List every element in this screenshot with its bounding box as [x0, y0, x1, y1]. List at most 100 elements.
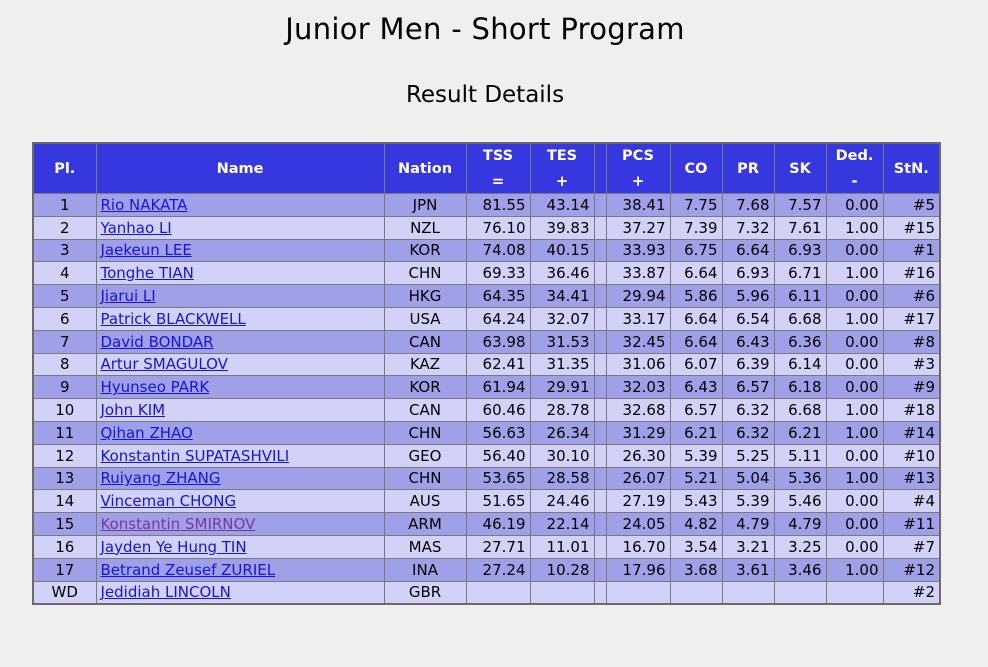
co-cell: 6.57: [669, 398, 723, 422]
pr-cell: 4.79: [721, 512, 775, 536]
skater-name-link[interactable]: Konstantin SMIRNOV: [100, 515, 256, 534]
place-cell: 10: [32, 398, 97, 422]
skater-name-cell: Yanhao LI: [95, 215, 385, 240]
spacer-cell: [593, 261, 607, 286]
skater-name-link[interactable]: Vinceman CHONG: [100, 492, 237, 511]
spacer-cell: [593, 443, 607, 468]
sk-cell: 6.68: [773, 398, 827, 422]
tss-cell: 69.33: [465, 261, 531, 286]
pcs-cell: 33.87: [605, 261, 671, 286]
place-cell: 14: [32, 489, 97, 514]
nation-cell: CHN: [383, 420, 467, 445]
col-header-co: CO: [669, 142, 723, 194]
place-cell: 1: [32, 193, 97, 217]
nation-cell: AUS: [383, 489, 467, 514]
skater-name-link[interactable]: Jaekeun LEE: [100, 241, 192, 260]
start-number-cell: #11: [882, 512, 941, 536]
skater-name-cell: Jayden Ye Hung TIN: [95, 534, 385, 559]
spacer-cell: [593, 534, 607, 559]
start-number-cell: #15: [882, 215, 941, 240]
tss-cell: 62.41: [465, 352, 531, 377]
skater-name-link[interactable]: Ruiyang ZHANG: [100, 469, 221, 488]
skater-name-link[interactable]: Rio NAKATA: [100, 195, 188, 214]
table-row: 5 Jiarui LI HKG 64.35 34.41 29.94 5.86 5.96 6.11…: [32, 284, 941, 308]
nation-cell: CHN: [383, 261, 467, 286]
pcs-cell: 33.93: [605, 238, 671, 263]
place-cell: 3: [32, 238, 97, 263]
place-cell: 15: [32, 512, 97, 536]
sk-cell: 6.36: [773, 329, 827, 354]
spacer-cell: [593, 580, 607, 605]
tss-operator: =: [491, 171, 505, 190]
tes-cell: 26.34: [529, 420, 595, 445]
skater-name-link[interactable]: Jedidiah LINCOLN: [100, 583, 231, 602]
skater-name-link[interactable]: Tonghe TIAN: [100, 264, 194, 283]
tss-cell: 63.98: [465, 329, 531, 354]
tss-cell: 46.19: [465, 512, 531, 536]
sk-cell: 6.11: [773, 284, 827, 308]
table-row: 17 Betrand Zeusef ZURIEL INA 27.24 10.28 17.9…: [32, 557, 941, 582]
nation-cell: CAN: [383, 398, 467, 422]
start-number-cell: #2: [882, 580, 941, 605]
skater-name-link[interactable]: Yanhao LI: [100, 218, 172, 237]
nation-cell: GEO: [383, 443, 467, 468]
skater-name-link[interactable]: Qihan ZHAO: [100, 423, 193, 442]
pcs-cell: 31.06: [605, 352, 671, 377]
place-cell: 6: [32, 306, 97, 331]
skater-name-link[interactable]: David BONDAR: [100, 332, 214, 351]
skater-name-link[interactable]: Betrand Zeusef ZURIEL: [100, 560, 276, 579]
results-body: 1 Rio NAKATA JPN 81.55 43.14 38.41 7.75 7.68 7.5…: [32, 193, 941, 605]
pr-cell: 3.21: [721, 534, 775, 559]
ded-label: Ded.: [835, 147, 874, 164]
sk-cell: 6.21: [773, 420, 827, 445]
skater-name-link[interactable]: Artur SMAGULOV: [100, 355, 228, 374]
ded-cell: 1.00: [825, 398, 884, 422]
sk-cell: 6.14: [773, 352, 827, 377]
skater-name-cell: David BONDAR: [95, 329, 385, 354]
table-header-row: Pl. Name Nation TSS = TES + PCS + CO PR SK …: [32, 142, 941, 194]
table-row: 12 Konstantin SUPATASHVILI GEO 56.40 30.10 26…: [32, 443, 941, 468]
col-header-place: Pl.: [32, 142, 97, 194]
col-header-nation: Nation: [383, 142, 467, 194]
skater-name-link[interactable]: John KIM: [100, 401, 166, 420]
ded-cell: [825, 580, 884, 605]
table-row: 16 Jayden Ye Hung TIN MAS 27.71 11.01 16.70 3.…: [32, 534, 941, 559]
place-cell: 7: [32, 329, 97, 354]
table-row: 2 Yanhao LI NZL 76.10 39.83 37.27 7.39 7.32 7.61…: [32, 215, 941, 240]
ded-cell: 1.00: [825, 306, 884, 331]
ded-cell: 1.00: [825, 215, 884, 240]
tss-cell: 53.65: [465, 466, 531, 491]
skater-name-link[interactable]: Jayden Ye Hung TIN: [100, 537, 247, 556]
table-row: 1 Rio NAKATA JPN 81.55 43.14 38.41 7.75 7.68 7.5…: [32, 193, 941, 217]
table-row: 13 Ruiyang ZHANG CHN 53.65 28.58 26.07 5.21 5.0…: [32, 466, 941, 491]
pr-cell: 5.96: [721, 284, 775, 308]
co-cell: 6.07: [669, 352, 723, 377]
co-cell: 7.75: [669, 193, 723, 217]
table-row: 10 John KIM CAN 60.46 28.78 32.68 6.57 6.32 6.68…: [32, 398, 941, 422]
page-subtitle: Result Details: [405, 82, 565, 108]
skater-name-link[interactable]: Konstantin SUPATASHVILI: [100, 446, 290, 465]
pcs-cell: 17.96: [605, 557, 671, 582]
skater-name-link[interactable]: Hyunseo PARK: [100, 378, 210, 397]
spacer-cell: [593, 489, 607, 514]
spacer-cell: [593, 329, 607, 354]
col-header-spacer: [593, 142, 607, 194]
co-cell: 5.86: [669, 284, 723, 308]
place-cell: 5: [32, 284, 97, 308]
start-number-cell: #3: [882, 352, 941, 377]
co-cell: 6.64: [669, 261, 723, 286]
co-cell: 6.21: [669, 420, 723, 445]
spacer-cell: [593, 557, 607, 582]
skater-name-link[interactable]: Jiarui LI: [100, 287, 156, 306]
table-row: 7 David BONDAR CAN 63.98 31.53 32.45 6.64 6.43 6…: [32, 329, 941, 354]
tss-label: TSS: [482, 147, 514, 164]
skater-name-cell: Jaekeun LEE: [95, 238, 385, 263]
start-number-cell: #13: [882, 466, 941, 491]
spacer-cell: [593, 215, 607, 240]
tes-cell: 31.53: [529, 329, 595, 354]
co-cell: 3.54: [669, 534, 723, 559]
skater-name-cell: Patrick BLACKWELL: [95, 306, 385, 331]
ded-cell: 1.00: [825, 420, 884, 445]
skater-name-link[interactable]: Patrick BLACKWELL: [100, 309, 246, 328]
col-header-tss: TSS =: [465, 142, 531, 194]
